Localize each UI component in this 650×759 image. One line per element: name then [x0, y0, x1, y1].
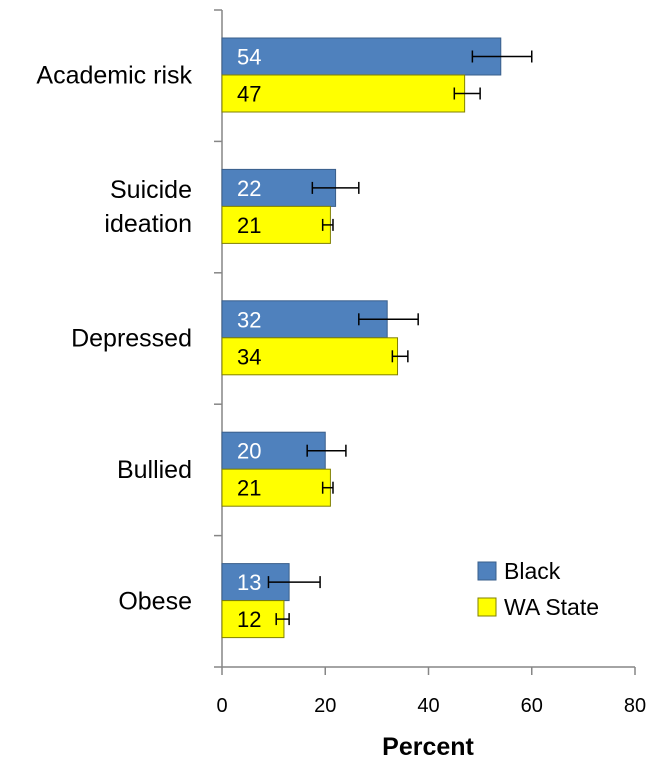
error-bar-wa-state — [453, 87, 481, 100]
error-bar-wa-state — [321, 218, 334, 231]
x-tick-label: 40 — [417, 695, 439, 717]
bar-wa-state — [221, 205, 331, 244]
data-label-wa-state: 21 — [237, 476, 261, 501]
category-label: Suicide ideation — [104, 176, 192, 238]
category-label: Depressed — [71, 325, 192, 353]
data-label-black: 32 — [237, 307, 261, 332]
x-axis-title: Percent — [382, 733, 474, 759]
x-tick-label: 20 — [314, 695, 336, 717]
data-label-wa-state: 47 — [237, 82, 261, 107]
category-label: Academic risk — [36, 62, 192, 90]
category-label: Bullied — [117, 456, 192, 484]
error-bar-black — [471, 50, 533, 63]
data-label-black: 20 — [237, 439, 261, 464]
error-bar-black — [267, 576, 321, 589]
x-tick-label: 0 — [216, 695, 227, 717]
legend-label-wa-state: WA State — [504, 594, 599, 620]
error-bar-wa-state — [275, 613, 290, 626]
data-label-black: 54 — [237, 45, 261, 70]
bar-black — [221, 37, 502, 76]
category-label: Obese — [118, 587, 192, 615]
bar-wa-state — [221, 600, 285, 639]
bar-wa-state — [221, 337, 399, 376]
error-bar-wa-state — [321, 481, 334, 494]
legend-swatch-black — [477, 561, 497, 581]
legend: Black WA State — [477, 558, 599, 620]
x-tick-label: 60 — [521, 695, 543, 717]
error-bar-black — [311, 181, 360, 194]
data-label-wa-state: 21 — [237, 213, 261, 238]
x-tick-label: 80 — [624, 695, 646, 717]
data-label-black: 22 — [237, 176, 261, 201]
data-label-black: 13 — [237, 570, 261, 595]
bar-wa-state — [221, 74, 466, 113]
data-label-wa-state: 34 — [237, 344, 261, 369]
error-bar-black — [358, 313, 419, 326]
legend-label-black: Black — [504, 558, 561, 584]
error-bar-wa-state — [391, 350, 409, 363]
legend-swatch-wa-state — [477, 597, 497, 617]
plot-area: 0 20 40 60 80 Academic risk 54 47 Suicide ideatio… — [36, 9, 646, 717]
error-bar-black — [306, 444, 347, 457]
data-label-wa-state: 12 — [237, 607, 261, 632]
